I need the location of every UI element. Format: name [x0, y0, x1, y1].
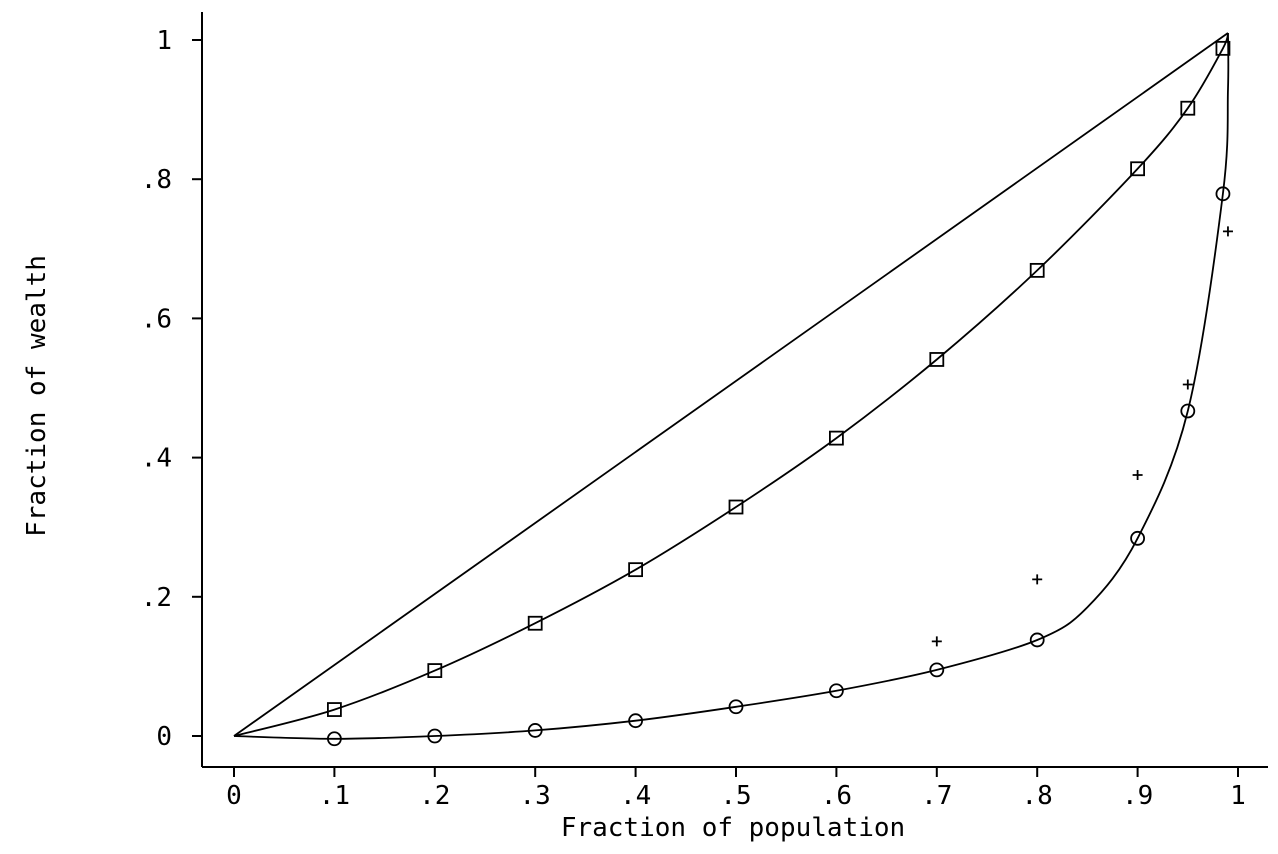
circle-marker [929, 662, 945, 678]
x-tick-label: .6 [821, 781, 852, 811]
circle-marker [829, 683, 844, 699]
x-tick-label: 1 [1230, 781, 1246, 811]
x-axis-title: Fraction of population [561, 813, 905, 843]
square-marker [1029, 262, 1045, 278]
x-tick-label: .5 [720, 781, 751, 811]
series-2-line [233, 32, 1230, 740]
axes [201, 12, 1268, 768]
y-tick-label: 0 [156, 722, 172, 752]
y-tick-label: .8 [141, 165, 172, 195]
plus-marker [931, 636, 942, 647]
y-tick-label: 1 [156, 26, 172, 56]
circle-marker [1215, 186, 1231, 202]
square-marker [628, 562, 643, 578]
circle-marker [427, 728, 443, 744]
circle-marker [527, 723, 543, 738]
series-layer [233, 32, 1233, 747]
series-2-circle [233, 32, 1231, 747]
series-0-line [233, 32, 1229, 737]
x-tick-label: .8 [1022, 781, 1053, 811]
series-0-none [233, 32, 1229, 737]
circle-marker [1180, 403, 1196, 419]
x-tick-label: .1 [319, 781, 350, 811]
x-tick-label: .4 [620, 781, 651, 811]
square-marker [1180, 100, 1196, 116]
x-tick-label: .2 [419, 781, 450, 811]
square-marker [829, 430, 844, 446]
circle-marker [728, 699, 744, 715]
circle-marker [1130, 530, 1145, 546]
square-marker [728, 499, 744, 515]
square-marker [1215, 40, 1231, 56]
series-1-line [233, 32, 1229, 737]
series-3-plus [931, 226, 1233, 647]
square-marker [427, 663, 443, 678]
square-marker [527, 615, 543, 631]
x-tick-label: .9 [1122, 781, 1153, 811]
y-tick-label: .4 [141, 444, 172, 474]
x-ticks: 0 .1 .2 .3 .4 .5 .6 .7 .8 .9 1 [226, 767, 1246, 811]
x-tick-label: 0 [226, 781, 242, 811]
circle-marker [1029, 632, 1045, 648]
y-axis-title: Fraction of wealth [22, 255, 52, 537]
plus-marker [1222, 226, 1233, 237]
y-ticks: 0 .2 .4 .6 .8 1 [141, 26, 202, 752]
circle-marker [628, 713, 643, 729]
y-tick-label: .6 [141, 304, 172, 334]
y-tick-label: .2 [141, 583, 172, 613]
plus-marker [1182, 379, 1193, 390]
square-marker [326, 702, 342, 717]
circle-marker [326, 731, 342, 747]
plus-marker [1132, 470, 1143, 480]
series-1-square [233, 32, 1231, 737]
square-marker [1130, 161, 1145, 177]
square-marker [929, 352, 945, 367]
x-tick-label: .7 [921, 781, 952, 811]
plus-marker [1032, 574, 1043, 585]
x-tick-label: .3 [520, 781, 551, 811]
